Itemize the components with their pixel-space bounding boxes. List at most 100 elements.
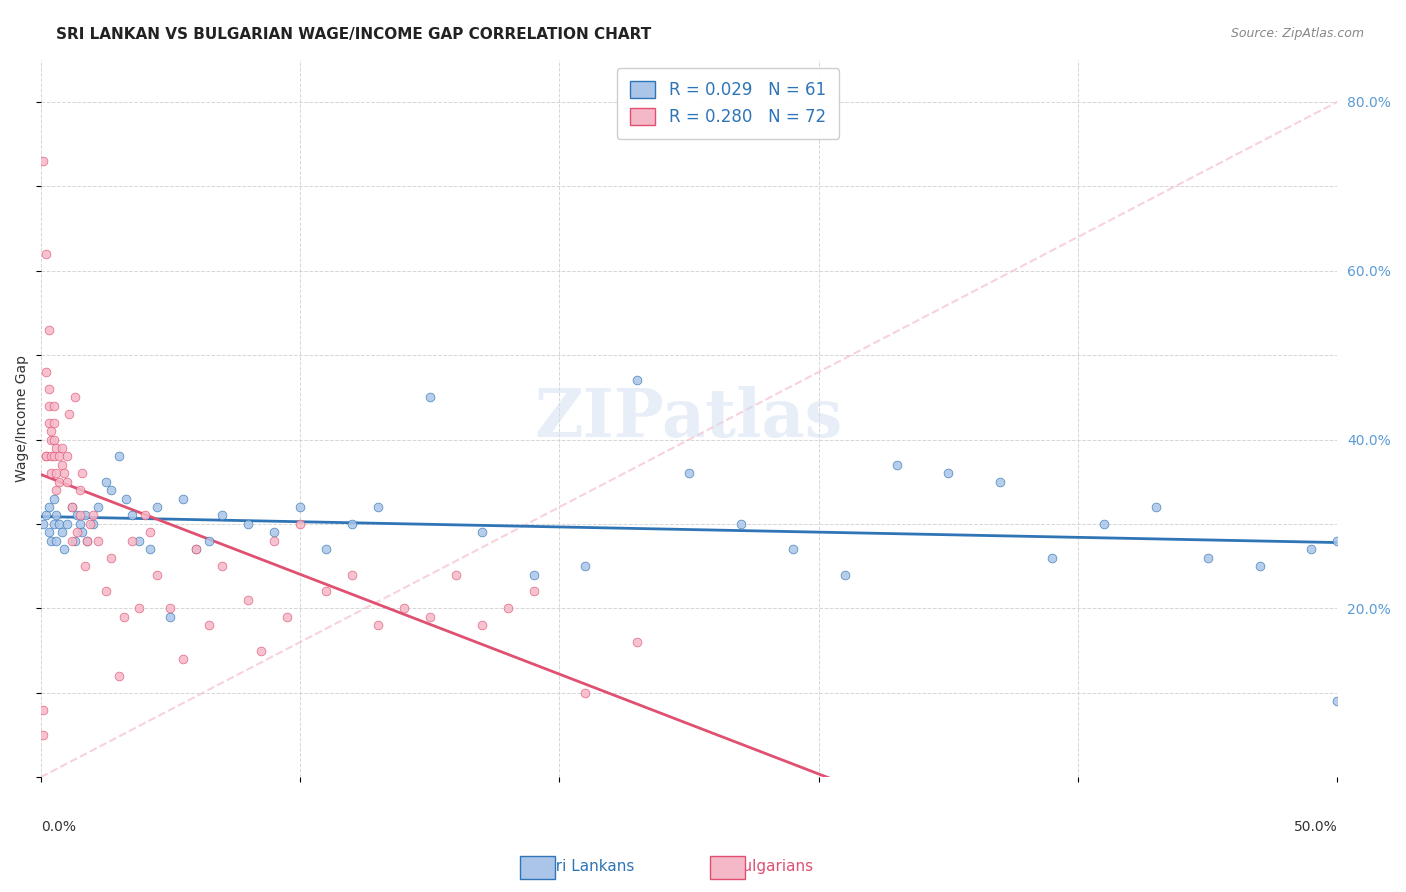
- Point: [87, 533, 110, 548]
- Point: [315, 584, 337, 599]
- Point: [63, 390, 86, 404]
- Point: [42, 450, 65, 464]
- Point: [38, 382, 60, 396]
- Point: [1197, 550, 1219, 565]
- Point: [69, 516, 91, 531]
- Point: [834, 567, 856, 582]
- Y-axis label: Wage/Income Gap: Wage/Income Gap: [15, 355, 30, 482]
- Point: [38, 525, 60, 540]
- Point: [146, 500, 169, 514]
- Point: [1249, 559, 1271, 574]
- Point: [35, 450, 58, 464]
- Point: [522, 567, 544, 582]
- Point: [186, 542, 208, 557]
- Point: [159, 601, 181, 615]
- Point: [42, 433, 65, 447]
- Point: [419, 390, 441, 404]
- Point: [51, 525, 73, 540]
- Point: [82, 508, 104, 523]
- Point: [60, 500, 83, 514]
- Point: [496, 601, 519, 615]
- Point: [574, 686, 596, 700]
- Point: [340, 516, 363, 531]
- Point: [471, 525, 494, 540]
- Point: [367, 500, 389, 514]
- Point: [288, 500, 311, 514]
- Point: [48, 516, 70, 531]
- Point: [276, 609, 298, 624]
- Point: [79, 516, 101, 531]
- Point: [172, 491, 194, 506]
- Point: [198, 618, 221, 632]
- Point: [1326, 694, 1348, 708]
- Point: [60, 500, 83, 514]
- Point: [419, 609, 441, 624]
- Point: [76, 533, 98, 548]
- Point: [55, 450, 77, 464]
- Point: [1301, 542, 1323, 557]
- Point: [42, 399, 65, 413]
- Point: [392, 601, 415, 615]
- Point: [886, 458, 908, 472]
- Point: [1040, 550, 1063, 565]
- Point: [69, 483, 91, 497]
- Point: [45, 508, 67, 523]
- Point: [53, 467, 76, 481]
- Point: [315, 542, 337, 557]
- Point: [35, 508, 58, 523]
- Text: SRI LANKAN VS BULGARIAN WAGE/INCOME GAP CORRELATION CHART: SRI LANKAN VS BULGARIAN WAGE/INCOME GAP …: [56, 27, 651, 42]
- Point: [782, 542, 804, 557]
- Point: [988, 475, 1011, 489]
- Point: [211, 559, 233, 574]
- Legend: R = 0.029   N = 61, R = 0.280   N = 72: R = 0.029 N = 61, R = 0.280 N = 72: [617, 68, 839, 139]
- Point: [138, 542, 160, 557]
- Point: [42, 416, 65, 430]
- Point: [35, 450, 58, 464]
- Point: [38, 416, 60, 430]
- Point: [45, 467, 67, 481]
- Point: [35, 365, 58, 379]
- Point: [186, 542, 208, 557]
- Text: Sri Lankans: Sri Lankans: [547, 859, 634, 874]
- Point: [100, 550, 122, 565]
- Point: [32, 703, 55, 717]
- Text: Bulgarians: Bulgarians: [733, 859, 814, 874]
- Point: [76, 533, 98, 548]
- Point: [288, 516, 311, 531]
- Point: [121, 508, 143, 523]
- Point: [55, 516, 77, 531]
- Text: 0.0%: 0.0%: [41, 821, 76, 834]
- Point: [444, 567, 467, 582]
- Point: [172, 652, 194, 666]
- Point: [39, 467, 62, 481]
- Point: [66, 508, 89, 523]
- Point: [42, 516, 65, 531]
- Point: [66, 525, 89, 540]
- Point: [39, 450, 62, 464]
- Point: [45, 441, 67, 455]
- Point: [38, 399, 60, 413]
- Point: [73, 559, 96, 574]
- Text: Source: ZipAtlas.com: Source: ZipAtlas.com: [1230, 27, 1364, 40]
- Point: [32, 153, 55, 168]
- Point: [211, 508, 233, 523]
- Point: [626, 635, 648, 649]
- Point: [263, 525, 285, 540]
- Point: [60, 533, 83, 548]
- Text: 50.0%: 50.0%: [1294, 821, 1337, 834]
- Point: [238, 593, 260, 607]
- Point: [72, 467, 94, 481]
- Point: [128, 601, 150, 615]
- Text: ZIPatlas: ZIPatlas: [534, 386, 844, 450]
- Point: [138, 525, 160, 540]
- Point: [1092, 516, 1115, 531]
- Point: [73, 508, 96, 523]
- Point: [38, 500, 60, 514]
- Point: [35, 246, 58, 260]
- Point: [159, 609, 181, 624]
- Point: [938, 467, 960, 481]
- Point: [39, 424, 62, 438]
- Point: [69, 508, 91, 523]
- Point: [471, 618, 494, 632]
- Point: [250, 643, 273, 657]
